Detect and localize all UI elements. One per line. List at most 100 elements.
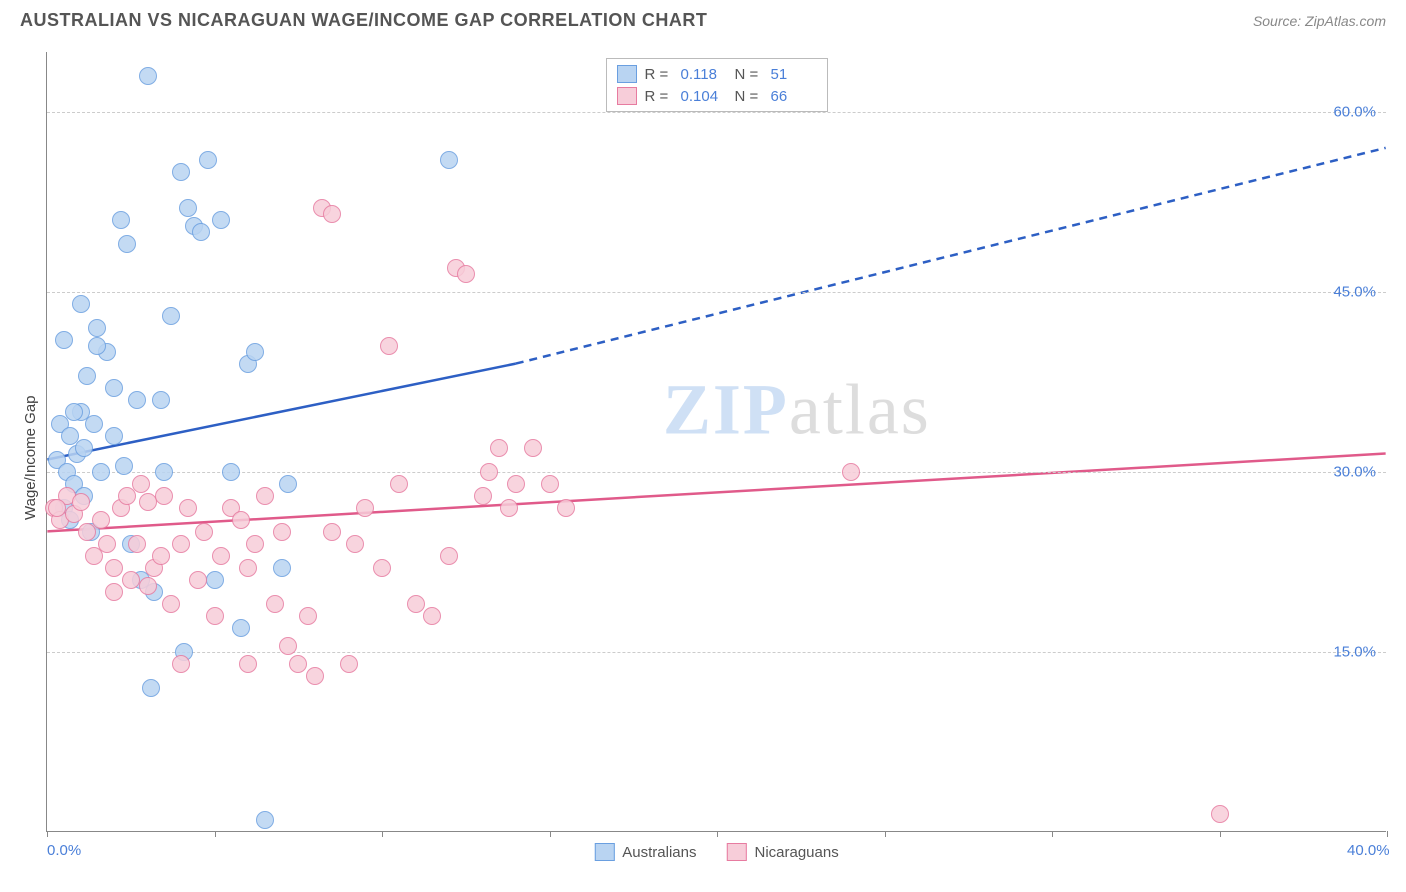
chart-title: AUSTRALIAN VS NICARAGUAN WAGE/INCOME GAP… [20,10,707,31]
data-point [55,331,73,349]
grid-line [47,112,1386,113]
grid-line [47,652,1386,653]
data-point [390,475,408,493]
data-point [105,583,123,601]
x-tick [1387,831,1388,837]
source-label: Source: ZipAtlas.com [1253,13,1386,29]
data-point [195,523,213,541]
data-point [72,295,90,313]
watermark-zip: ZIP [663,370,789,450]
stats-row-australians: R = 0.118 N = 51 [617,63,817,85]
data-point [206,571,224,589]
data-point [480,463,498,481]
data-point [457,265,475,283]
data-point [273,559,291,577]
x-tick-label: 40.0% [1347,842,1390,859]
data-point [524,439,542,457]
data-point [112,211,130,229]
data-point [139,493,157,511]
data-point [440,547,458,565]
data-point [256,811,274,829]
data-point [289,655,307,673]
data-point [192,223,210,241]
data-point [142,679,160,697]
data-point [115,457,133,475]
data-point [199,151,217,169]
data-point [323,523,341,541]
data-point [507,475,525,493]
data-point [92,463,110,481]
data-point [239,655,257,673]
watermark-atlas: atlas [789,370,931,450]
data-point [232,619,250,637]
stats-legend: R = 0.118 N = 51 R = 0.104 N = 66 [606,58,828,112]
data-point [172,655,190,673]
r-value-nicaraguans: 0.104 [681,88,727,105]
data-point [179,199,197,217]
swatch-australians-bottom [594,843,614,861]
data-point [340,655,358,673]
data-point [65,403,83,421]
swatch-nicaraguans [617,87,637,105]
data-point [162,595,180,613]
data-point [246,535,264,553]
data-point [152,391,170,409]
x-tick [885,831,886,837]
x-tick [1220,831,1221,837]
data-point [279,637,297,655]
data-point [88,337,106,355]
data-point [105,427,123,445]
data-point [155,463,173,481]
data-point [842,463,860,481]
data-point [474,487,492,505]
x-tick [382,831,383,837]
trend-line-solid [47,364,515,460]
grid-line [47,292,1386,293]
data-point [48,499,66,517]
data-point [1211,805,1229,823]
x-tick [717,831,718,837]
chart-svg [47,52,1386,831]
data-point [206,607,224,625]
data-point [356,499,374,517]
data-point [189,571,207,589]
data-point [78,367,96,385]
data-point [92,511,110,529]
data-point [490,439,508,457]
data-point [152,547,170,565]
n-value-nicaraguans: 66 [771,88,817,105]
y-tick-label: 15.0% [1333,644,1376,661]
swatch-australians [617,65,637,83]
grid-line [47,472,1386,473]
watermark: ZIPatlas [663,369,931,452]
swatch-nicaraguans-bottom [726,843,746,861]
data-point [306,667,324,685]
data-point [256,487,274,505]
data-point [346,535,364,553]
data-point [98,535,116,553]
legend-label-australians: Australians [622,844,696,861]
data-point [541,475,559,493]
data-point [155,487,173,505]
data-point [85,415,103,433]
n-value-australians: 51 [771,66,817,83]
y-tick-label: 60.0% [1333,104,1376,121]
data-point [75,439,93,457]
data-point [88,319,106,337]
data-point [72,493,90,511]
y-tick-label: 30.0% [1333,464,1376,481]
legend-label-nicaraguans: Nicaraguans [754,844,838,861]
data-point [128,391,146,409]
data-point [212,211,230,229]
legend-item-nicaraguans: Nicaraguans [726,843,838,861]
data-point [407,595,425,613]
data-point [162,307,180,325]
data-point [246,343,264,361]
stats-row-nicaraguans: R = 0.104 N = 66 [617,85,817,107]
data-point [373,559,391,577]
chart-header: AUSTRALIAN VS NICARAGUAN WAGE/INCOME GAP… [0,0,1406,37]
x-tick [550,831,551,837]
data-point [118,235,136,253]
data-point [273,523,291,541]
data-point [323,205,341,223]
